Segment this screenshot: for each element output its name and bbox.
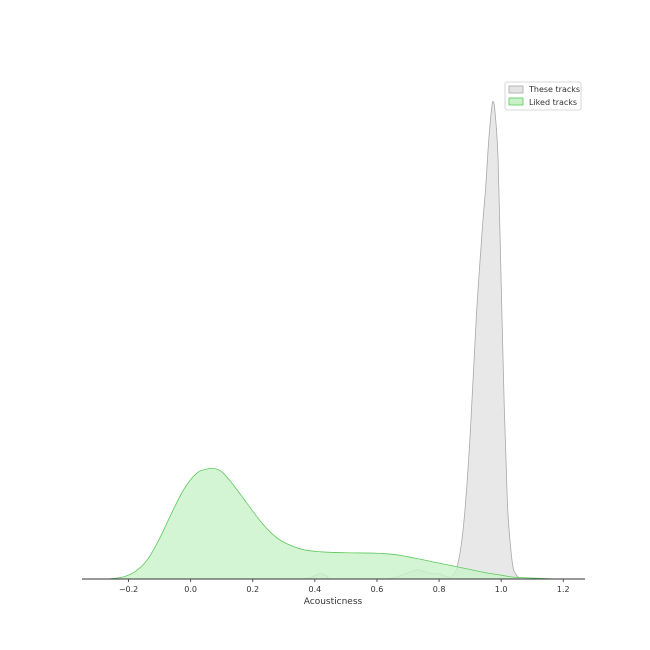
x-tick-label: 1.2 [557,585,570,594]
x-tick-label: 0.6 [371,585,384,594]
legend-label-these-tracks: These tracks [528,85,580,94]
legend-box [504,81,582,111]
area-liked-tracks [106,468,564,579]
x-tick-label: 1.0 [495,585,508,594]
x-tick-label: 0.4 [309,585,322,594]
area-these-tracks [299,101,520,579]
density-areas [106,101,564,580]
legend: These tracks Liked tracks [504,81,582,111]
legend-label-liked-tracks: Liked tracks [529,98,577,107]
x-axis-label: Acousticness [304,597,363,607]
legend-swatch-these-tracks [508,85,524,94]
x-tick-label: 0.0 [184,585,197,594]
x-tick-label: −0.2 [119,585,138,594]
x-axis-ticks: −0.2 0.0 0.2 0.4 0.6 0.8 1.0 1.2 [119,579,570,594]
line-liked-tracks [106,467,564,580]
x-tick-label: 0.2 [246,585,259,594]
legend-swatch-liked-tracks [508,97,524,106]
x-tick-label: 0.8 [433,585,446,594]
